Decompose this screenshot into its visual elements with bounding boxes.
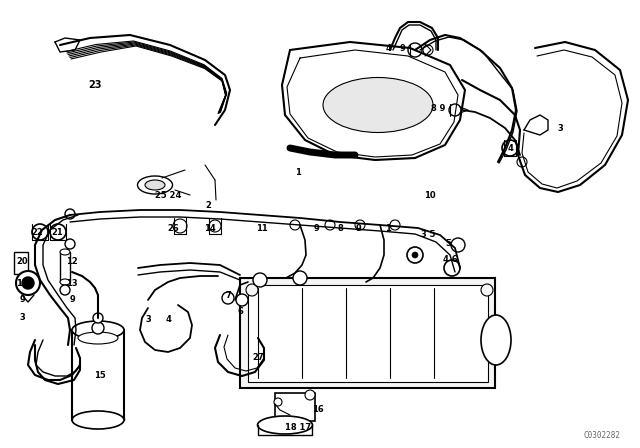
- Text: 16: 16: [312, 405, 324, 414]
- Ellipse shape: [481, 315, 511, 365]
- Circle shape: [246, 284, 258, 296]
- Circle shape: [209, 220, 221, 232]
- Text: 7: 7: [225, 290, 231, 300]
- Text: 3: 3: [145, 315, 151, 324]
- Text: 1: 1: [295, 168, 301, 177]
- Ellipse shape: [60, 279, 70, 285]
- Ellipse shape: [78, 332, 118, 344]
- Text: 19: 19: [16, 279, 28, 288]
- Circle shape: [423, 45, 433, 55]
- Ellipse shape: [323, 78, 433, 133]
- Text: 9: 9: [69, 296, 75, 305]
- Circle shape: [407, 247, 423, 263]
- Text: 12: 12: [66, 258, 78, 267]
- Ellipse shape: [138, 176, 173, 194]
- Circle shape: [502, 140, 518, 156]
- Circle shape: [444, 260, 460, 276]
- Text: 4 6: 4 6: [443, 255, 458, 264]
- Circle shape: [481, 284, 493, 296]
- Text: 23: 23: [88, 80, 102, 90]
- Circle shape: [325, 220, 335, 230]
- Text: 11: 11: [256, 224, 268, 233]
- Circle shape: [305, 390, 315, 400]
- Circle shape: [274, 398, 282, 406]
- Circle shape: [355, 220, 365, 230]
- Text: 4: 4: [507, 143, 513, 152]
- Ellipse shape: [60, 249, 70, 255]
- Text: 5: 5: [445, 238, 451, 247]
- Text: 8 9: 8 9: [431, 103, 445, 112]
- Circle shape: [290, 220, 300, 230]
- Circle shape: [293, 271, 307, 285]
- Text: 14: 14: [204, 224, 216, 233]
- Circle shape: [92, 322, 104, 334]
- Text: 4: 4: [165, 315, 171, 324]
- Circle shape: [236, 294, 248, 306]
- Text: 8: 8: [337, 224, 343, 233]
- Text: 9: 9: [355, 224, 361, 233]
- Bar: [72, 330, 124, 420]
- Bar: [240, 278, 495, 388]
- Text: 22: 22: [31, 228, 43, 237]
- Circle shape: [50, 224, 66, 240]
- Text: 3: 3: [19, 314, 25, 323]
- Circle shape: [173, 219, 187, 233]
- Circle shape: [60, 285, 70, 295]
- Ellipse shape: [145, 180, 165, 190]
- Text: 10: 10: [424, 190, 436, 199]
- Text: 9: 9: [399, 43, 405, 52]
- Circle shape: [390, 220, 400, 230]
- Circle shape: [32, 224, 48, 240]
- Bar: [60, 252, 70, 282]
- Circle shape: [253, 273, 267, 287]
- Text: 3: 3: [557, 124, 563, 133]
- Text: 20: 20: [16, 258, 28, 267]
- Circle shape: [449, 104, 461, 116]
- Text: C0302282: C0302282: [583, 431, 620, 440]
- Ellipse shape: [257, 416, 312, 434]
- Circle shape: [517, 157, 527, 167]
- Text: 6: 6: [237, 307, 243, 316]
- Text: 25 24: 25 24: [155, 190, 181, 199]
- Ellipse shape: [72, 321, 124, 339]
- Bar: [275, 393, 315, 421]
- Text: 9: 9: [313, 224, 319, 233]
- Circle shape: [451, 238, 465, 252]
- Text: 9: 9: [19, 296, 25, 305]
- Text: 21: 21: [51, 228, 63, 237]
- Text: 15: 15: [94, 370, 106, 379]
- Text: 4: 4: [385, 43, 391, 52]
- Text: 18 17: 18 17: [285, 422, 311, 431]
- Text: 27: 27: [252, 353, 264, 362]
- Circle shape: [412, 252, 418, 258]
- Text: 13: 13: [66, 279, 78, 288]
- Ellipse shape: [72, 411, 124, 429]
- Circle shape: [222, 292, 234, 304]
- Circle shape: [16, 271, 40, 295]
- Circle shape: [22, 277, 34, 289]
- Text: 1: 1: [385, 224, 391, 233]
- Text: 26: 26: [167, 224, 179, 233]
- Circle shape: [408, 43, 422, 57]
- Circle shape: [65, 239, 75, 249]
- Text: 3 5: 3 5: [420, 229, 435, 238]
- Bar: [248, 285, 488, 382]
- Circle shape: [65, 209, 75, 219]
- Text: 2: 2: [205, 201, 211, 210]
- Circle shape: [93, 313, 103, 323]
- Bar: [14, 252, 28, 274]
